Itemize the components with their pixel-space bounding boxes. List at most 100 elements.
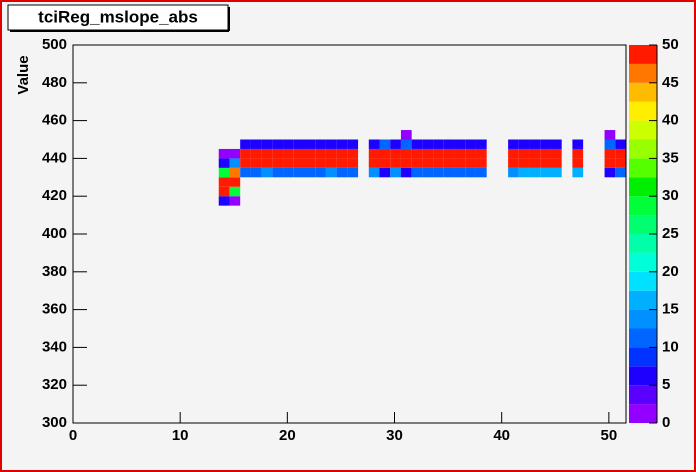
cell [368, 148, 380, 159]
x-tick-label: 0 [69, 427, 77, 444]
cell [390, 148, 401, 159]
cell [518, 167, 530, 178]
cell [347, 148, 359, 159]
palette-box [629, 177, 657, 197]
cell [325, 167, 337, 178]
cell [250, 139, 262, 149]
cell [443, 158, 455, 168]
cell [293, 139, 305, 149]
y-tick-label: 340 [42, 338, 67, 355]
cell [615, 148, 626, 159]
x-tick-label: 30 [386, 427, 403, 444]
palette-box [629, 309, 657, 329]
cell [218, 177, 230, 187]
palette-box [629, 63, 657, 83]
cell [261, 148, 273, 159]
cell [229, 177, 241, 187]
y-tick-label: 500 [42, 36, 67, 53]
cell [325, 139, 337, 149]
cell [518, 148, 530, 159]
z-tick-label: 5 [662, 376, 670, 393]
cell [443, 148, 455, 159]
cell [336, 139, 348, 149]
cell [508, 139, 519, 149]
cell [261, 139, 273, 149]
cell [465, 158, 476, 168]
cell [454, 158, 466, 168]
cell [379, 158, 391, 168]
z-tick-label: 20 [662, 263, 679, 280]
cell [508, 158, 519, 168]
cell [218, 158, 230, 168]
z-tick-label: 35 [662, 149, 679, 166]
x-tick-label: 50 [601, 427, 618, 444]
y-tick-label: 300 [42, 414, 67, 431]
cell [304, 158, 316, 168]
cell [390, 139, 401, 149]
cell [283, 139, 294, 149]
cell [293, 167, 305, 178]
cell [272, 148, 284, 159]
cell [604, 148, 616, 159]
cell [572, 148, 584, 159]
cell [218, 167, 230, 178]
cell [518, 139, 530, 149]
cell [475, 158, 487, 168]
y-tick-label: 360 [42, 301, 67, 318]
cell [304, 139, 316, 149]
cell [283, 158, 294, 168]
palette-box [629, 404, 657, 423]
cell [240, 158, 251, 168]
cell [336, 167, 348, 178]
palette-box [629, 328, 657, 348]
palette-box [629, 347, 657, 367]
x-tick-label: 20 [279, 427, 296, 444]
cell [454, 148, 466, 159]
cell [529, 148, 541, 159]
cell [615, 167, 626, 178]
title-box [7, 4, 229, 31]
palette-box [629, 158, 657, 178]
cell [240, 139, 251, 149]
cell [400, 167, 412, 178]
cell [229, 158, 241, 168]
cell [293, 148, 305, 159]
z-tick-label: 15 [662, 301, 679, 318]
cell [218, 148, 230, 159]
cell [368, 158, 380, 168]
cell [422, 158, 434, 168]
cell [422, 139, 434, 149]
y-axis-label: Value [15, 55, 32, 94]
palette-box [629, 271, 657, 291]
cell [433, 139, 444, 149]
y-tick-label: 400 [42, 225, 67, 242]
cell [336, 158, 348, 168]
cell [315, 167, 326, 178]
y-tick-label: 320 [42, 376, 67, 393]
cell [604, 158, 616, 168]
cell [325, 148, 337, 159]
cell [433, 167, 444, 178]
cell [443, 139, 455, 149]
cell [411, 148, 423, 159]
cell [347, 167, 359, 178]
cell [465, 148, 476, 159]
cell [454, 139, 466, 149]
cell [550, 148, 562, 159]
cell [572, 167, 584, 178]
cell [240, 167, 251, 178]
cell [315, 139, 326, 149]
cell [443, 167, 455, 178]
z-tick-label: 45 [662, 74, 679, 91]
cell [604, 167, 616, 178]
cell [218, 196, 230, 206]
cell [475, 148, 487, 159]
cell [465, 167, 476, 178]
cell [400, 139, 412, 149]
cell [540, 139, 551, 149]
cell [229, 186, 241, 197]
y-tick-label: 480 [42, 74, 67, 91]
cell [250, 158, 262, 168]
cell [475, 167, 487, 178]
palette-box [629, 234, 657, 253]
